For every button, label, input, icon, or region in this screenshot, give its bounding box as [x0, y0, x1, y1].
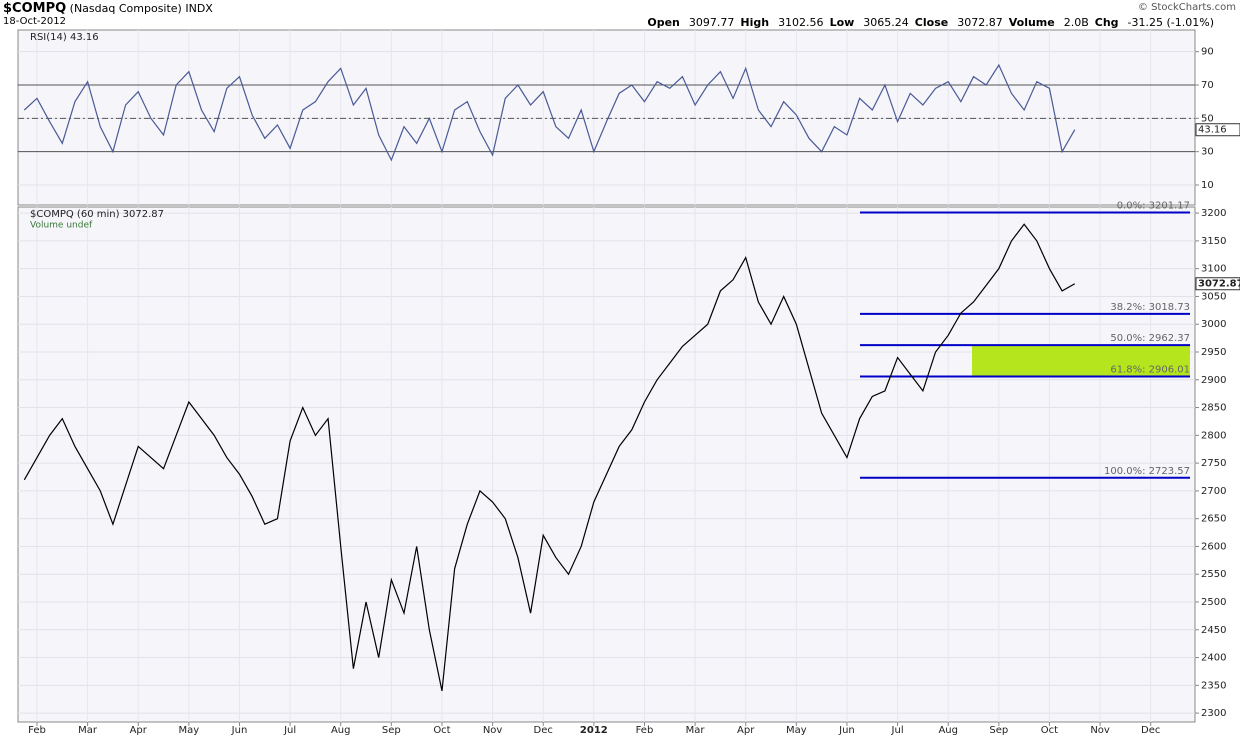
x-tick-label: Aug	[331, 725, 351, 736]
x-tick-label: Sep	[382, 725, 401, 736]
panel-title: $COMPQ (60 min) 3072.87	[30, 209, 164, 220]
fib-label: 0.0%: 3201.17	[1117, 200, 1190, 211]
stat: Low 3065.24	[830, 16, 909, 29]
panel-title: RSI(14) 43.16	[30, 32, 99, 43]
exchange: INDX	[185, 2, 213, 15]
y-tick-label: 2950	[1201, 347, 1226, 358]
y-tick-label: 2500	[1201, 597, 1226, 608]
stat-value: 2.0B	[1063, 16, 1089, 29]
x-tick-label: Jul	[283, 725, 296, 736]
x-tick-label: Feb	[28, 725, 46, 736]
y-tick-label: 2800	[1201, 430, 1226, 441]
y-tick-label: 2550	[1201, 569, 1226, 580]
x-tick-label: Aug	[938, 725, 958, 736]
x-tick-label: Dec	[534, 725, 553, 736]
y-tick-label: 3200	[1201, 208, 1226, 219]
stat: Volume 2.0B	[1009, 16, 1089, 29]
y-tick-label: 3100	[1201, 264, 1226, 275]
x-tick-label: Nov	[1090, 725, 1110, 736]
y-tick-label: 10	[1201, 180, 1214, 191]
stat-value: 3102.56	[778, 16, 824, 29]
x-tick-label: Apr	[737, 725, 755, 736]
stat-label: Close	[914, 16, 949, 29]
y-tick-label: 3150	[1201, 236, 1226, 247]
last-value-box	[1195, 277, 1240, 291]
stat-value: -31.25 (-1.01%)	[1127, 16, 1214, 29]
stat-label: Chg	[1094, 16, 1119, 29]
stat-label: High	[740, 16, 770, 29]
y-tick-label: 2450	[1201, 625, 1226, 636]
stat-value: 3072.87	[957, 16, 1003, 29]
x-tick-label: Jul	[891, 725, 904, 736]
x-tick-label: Mar	[78, 725, 98, 736]
fib-label: 38.2%: 3018.73	[1110, 302, 1190, 313]
x-tick-label: Feb	[636, 725, 654, 736]
fib-label: 61.8%: 2906.01	[1110, 364, 1190, 375]
y-tick-label: 2350	[1201, 680, 1226, 691]
copyright: © StockCharts.com	[1137, 2, 1236, 13]
name: (Nasdaq Composite)	[69, 2, 182, 15]
x-tick-label: May	[179, 725, 200, 736]
stat: Open 3097.77	[647, 16, 734, 29]
stat-label: Open	[647, 16, 680, 29]
last-value-label: 43.16	[1198, 125, 1227, 136]
y-tick-label: 50	[1201, 113, 1214, 124]
x-tick-label: Jun	[231, 725, 248, 736]
y-tick-label: 2600	[1201, 541, 1226, 552]
stat-value: 3097.77	[688, 16, 735, 29]
last-value-box	[1195, 123, 1240, 137]
stat-value: 3065.24	[863, 16, 909, 29]
fib-label: 100.0%: 2723.57	[1104, 466, 1190, 477]
plot-area	[17, 206, 1196, 723]
y-tick-label: 2400	[1201, 653, 1226, 664]
x-tick-label: Dec	[1141, 725, 1160, 736]
date: 18-Oct-2012	[3, 16, 66, 27]
x-tick-label: Mar	[686, 725, 706, 736]
y-tick-label: 2700	[1201, 486, 1226, 497]
x-tick-label: Apr	[130, 725, 148, 736]
y-tick-label: 2300	[1201, 708, 1226, 719]
y-tick-label: 3050	[1201, 291, 1226, 302]
stats: Open 3097.77 High 3102.56 Low 3065.24 Close 307…	[641, 16, 1214, 29]
price-line	[23, 223, 1076, 692]
x-tick-label: 2012	[580, 725, 608, 736]
last-value-label: 3072.87	[1198, 279, 1240, 290]
stat: High 3102.56	[740, 16, 823, 29]
x-tick-label: Oct	[433, 725, 450, 736]
panel-subtitle: Volume undef	[30, 221, 93, 231]
header: $COMPQ (Nasdaq Composite) INDX 18-Oct-20…	[0, 0, 1240, 30]
y-tick-label: 2900	[1201, 375, 1226, 386]
price-line	[23, 63, 1076, 162]
symbol-line: $COMPQ (Nasdaq Composite) INDX	[3, 1, 213, 16]
plot-area	[17, 29, 1196, 206]
y-tick-label: 90	[1201, 47, 1214, 58]
stat: Close 3072.87	[915, 16, 1003, 29]
stat: Chg -31.25 (-1.01%)	[1095, 16, 1214, 29]
x-tick-label: Nov	[483, 725, 503, 736]
stat-label: Volume	[1008, 16, 1055, 29]
x-tick-label: Sep	[989, 725, 1008, 736]
x-tick-label: May	[786, 725, 807, 736]
symbol: $COMPQ	[3, 1, 67, 16]
y-tick-label: 2650	[1201, 514, 1226, 525]
y-tick-label: 3000	[1201, 319, 1226, 330]
y-tick-label: 2850	[1201, 403, 1226, 414]
x-tick-label: Jun	[838, 725, 855, 736]
fib-label: 50.0%: 2962.37	[1110, 333, 1190, 344]
stat-label: Low	[829, 16, 855, 29]
fib-zone	[972, 345, 1190, 377]
x-tick-label: Oct	[1041, 725, 1058, 736]
y-tick-label: 30	[1201, 147, 1214, 158]
y-tick-label: 2750	[1201, 458, 1226, 469]
y-tick-label: 70	[1201, 80, 1214, 91]
